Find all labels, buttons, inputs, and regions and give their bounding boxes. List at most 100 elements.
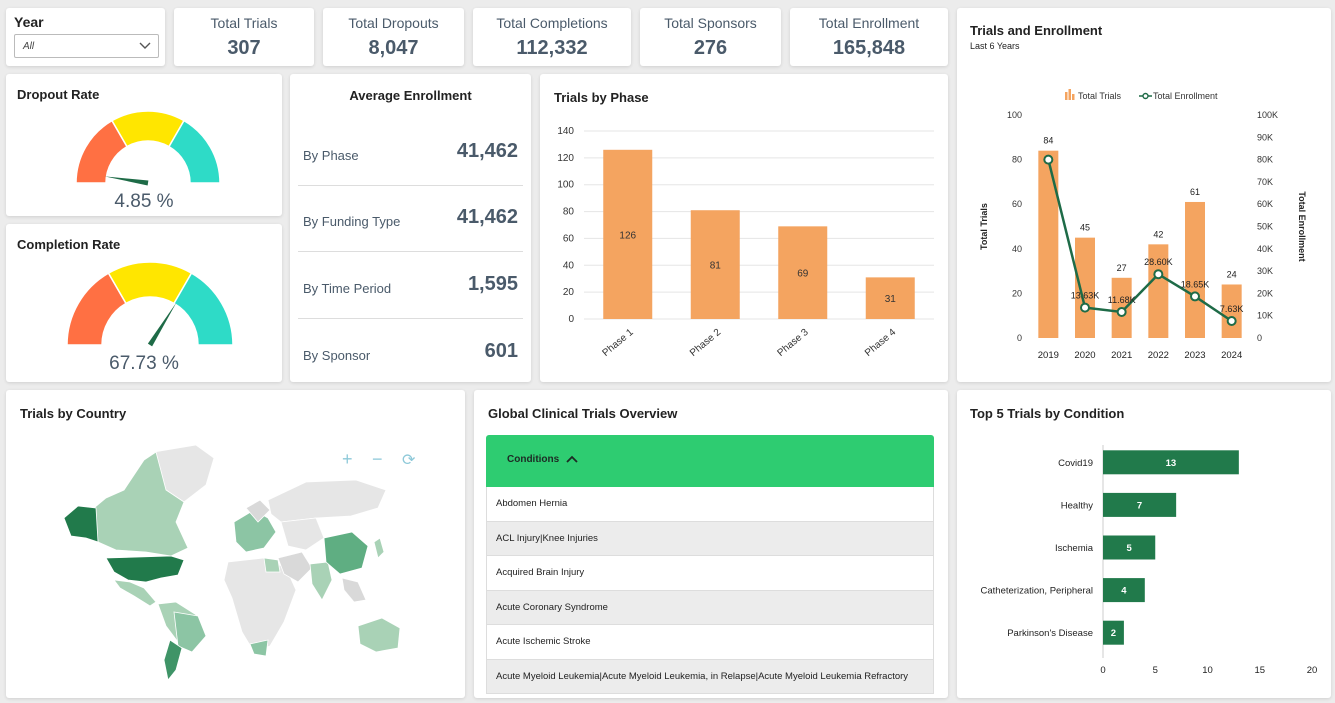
y2-tick-label: 80K — [1257, 155, 1273, 165]
y-tick-label: 20 — [563, 287, 575, 298]
condition-bar-label: 2 — [1111, 628, 1116, 639]
trials-by-phase-card: Trials by Phase 0 20 40 60 80 100 120 140 126 Pha… — [540, 74, 948, 382]
y-tick-label: 20 — [1012, 288, 1022, 298]
map-region-middle-east — [277, 551, 313, 583]
card-subtitle: Last 6 Years — [970, 41, 1020, 51]
dropout-gauge — [75, 110, 221, 186]
y-tick-label: 80 — [563, 207, 575, 218]
x-tick-label: Phase 2 — [688, 327, 724, 359]
avg-label: By Time Period — [303, 281, 392, 296]
kpi-label: Total Trials — [210, 15, 278, 31]
y-tick-label: 0 — [568, 314, 574, 325]
legend-label: Total Enrollment — [1153, 91, 1218, 101]
y-tick-label: Catheterization, Peripheral — [981, 586, 1093, 597]
year-select[interactable]: All — [14, 34, 159, 58]
x-tick-label: 2021 — [1111, 350, 1132, 361]
avg-row-by-phase: By Phase 41,462 — [298, 120, 523, 186]
map-region-india — [309, 561, 333, 601]
enrollment-label: 11.68K — [1108, 295, 1136, 305]
kpi-label: Total Completions — [496, 15, 608, 31]
avg-row-by-sponsor: By Sponsor 601 — [298, 320, 523, 382]
gauge-segment-high — [167, 119, 221, 184]
x-tick-label: 2020 — [1074, 350, 1095, 361]
y-tick-label: Ischemia — [1055, 543, 1094, 554]
conditions-header[interactable]: Conditions — [486, 435, 934, 487]
trials-bar-label: 84 — [1043, 136, 1053, 146]
x-tick-label: Phase 4 — [863, 327, 899, 359]
zoom-in-icon[interactable]: + — [342, 449, 353, 469]
x-tick-label: 10 — [1202, 665, 1213, 676]
top5-conditions-card: Top 5 Trials by Condition 0 5 10 15 20 13 Covi… — [957, 390, 1331, 698]
map-region-russia — [267, 479, 387, 523]
reset-view-icon[interactable]: ⟳ — [402, 452, 416, 469]
dropout-needle — [104, 176, 149, 186]
kpi-value: 276 — [693, 37, 728, 59]
condition-bar — [1103, 620, 1124, 645]
condition-bar-label: 7 — [1137, 500, 1142, 511]
condition-bar — [1103, 492, 1177, 517]
trials-bar-label: 24 — [1227, 269, 1237, 279]
card-title: Top 5 Trials by Condition — [970, 406, 1125, 421]
trials-by-phase-chart: 0 20 40 60 80 100 120 140 126 Phase 1 81 Phase 2 69 P… — [557, 126, 934, 359]
world-map[interactable] — [6, 390, 465, 698]
phase-bar — [603, 149, 653, 319]
year-filter-label: Year — [14, 14, 44, 30]
top5-conditions-chart: 0 5 10 15 20 13 Covid19 7 Healthy 5 Ischemia 4 Cathe… — [981, 445, 1317, 676]
trials-bar — [1221, 284, 1242, 338]
map-region-australia — [357, 617, 401, 653]
phase-bar-label: 31 — [885, 294, 897, 305]
y-tick-label: 60 — [563, 233, 575, 244]
y-tick-label: 140 — [557, 126, 574, 137]
phase-bar — [690, 210, 740, 319]
card-title: Global Clinical Trials Overview — [488, 406, 678, 421]
avg-label: By Funding Type — [303, 214, 401, 229]
dropout-rate-card: Dropout Rate 4.85 % — [6, 74, 282, 216]
trials-bar — [1038, 150, 1059, 338]
year-filter-card: Year All — [6, 8, 165, 66]
avg-row-by-funding-type: By Funding Type 41,462 — [298, 186, 523, 252]
map-region-brazil — [173, 611, 207, 653]
trials-by-country-card: Trials by Country + − ⟳ — [6, 390, 465, 698]
kpi-total-sponsors: Total Sponsors 276 — [640, 8, 781, 66]
x-tick-label: 5 — [1153, 665, 1158, 676]
overview-card: Global Clinical Trials Overview Conditio… — [474, 390, 948, 698]
enrollment-point — [1153, 269, 1164, 280]
table-row[interactable]: Acute Myeloid Leukemia|Acute Myeloid Leu… — [486, 659, 934, 694]
trials-bar-label: 42 — [1153, 229, 1163, 239]
completion-gauge — [66, 261, 234, 347]
table-row[interactable]: Acquired Brain Injury — [486, 556, 934, 591]
condition-bar — [1103, 535, 1156, 560]
y2-tick-label: 70K — [1257, 177, 1273, 187]
y-tick-label: Parkinson's Disease — [1007, 628, 1093, 639]
x-tick-label: 2024 — [1221, 350, 1242, 361]
kpi-value: 165,848 — [832, 37, 906, 59]
x-tick-label: 2023 — [1184, 350, 1205, 361]
y2-tick-label: 50K — [1257, 222, 1273, 232]
map-region-canada — [93, 451, 189, 557]
enrollment-label: 28.60K — [1144, 257, 1173, 267]
x-tick-label: 0 — [1100, 665, 1105, 676]
kpi-label: Total Dropouts — [348, 15, 439, 31]
table-row[interactable]: ACL Injury|Knee Injuries — [486, 521, 934, 556]
y2-tick-label: 40K — [1257, 244, 1273, 254]
enrollment-label: 18.65K — [1181, 279, 1210, 289]
avg-value: 41,462 — [456, 206, 518, 228]
condition-bar-label: 13 — [1166, 458, 1177, 469]
phase-bar — [865, 277, 915, 319]
card-title: Dropout Rate — [17, 87, 100, 102]
completion-needle — [147, 302, 177, 347]
trials-and-enrollment-card: Trials and Enrollment Last 6 Years Total… — [957, 8, 1331, 382]
table-row[interactable]: Acute Ischemic Stroke — [486, 625, 934, 660]
zoom-out-icon[interactable]: − — [372, 449, 383, 469]
trials-bar-label: 27 — [1117, 263, 1127, 273]
map-region-central-asia — [280, 517, 325, 551]
map-region-south-africa — [249, 639, 269, 657]
table-row[interactable]: Abdomen Hernia — [486, 487, 934, 522]
legend-line-icon — [1142, 92, 1149, 100]
table-row[interactable]: Acute Coronary Syndrome — [486, 590, 934, 625]
y2-tick-label: 100K — [1257, 110, 1278, 120]
legend-bar-icon — [1065, 92, 1068, 100]
year-select-value: All — [23, 41, 35, 52]
y2-tick-label: 20K — [1257, 288, 1273, 298]
y-tick-label: 120 — [557, 153, 574, 164]
